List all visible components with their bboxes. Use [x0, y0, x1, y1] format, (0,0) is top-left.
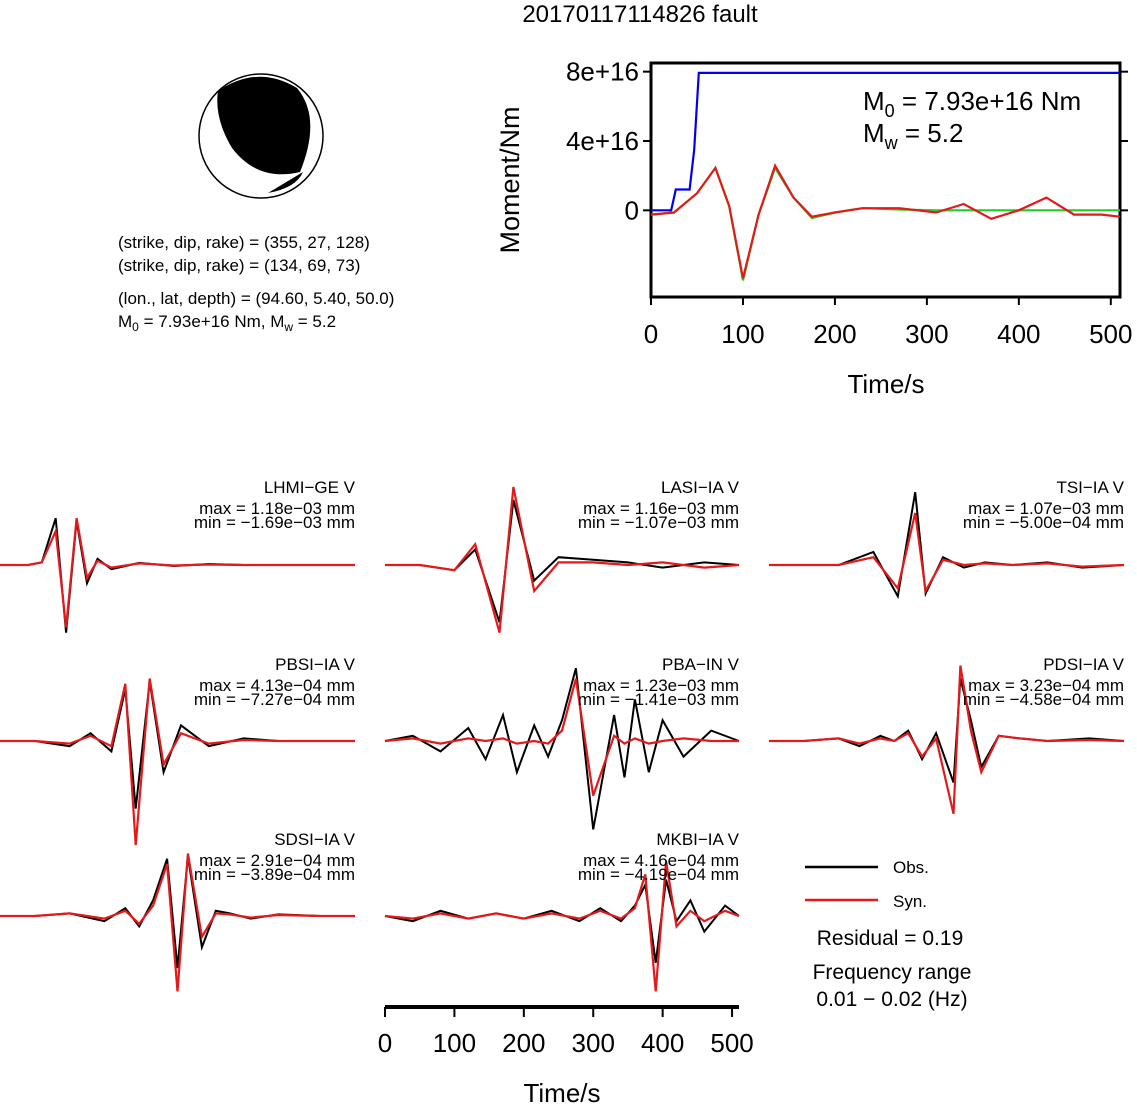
- synthetic-trace: [385, 486, 740, 633]
- moment-rate-red-line: [650, 163, 1121, 279]
- waveform-x-axis: 0 100 200 300 400 500: [378, 1005, 754, 1058]
- moment-x-axis-label: Time/s: [847, 369, 924, 399]
- frequency-range-label: Frequency range: [813, 961, 972, 984]
- moment-y-axis: 0 4e+16 8e+16: [566, 57, 1128, 225]
- moment-x-tick-label: 0: [644, 319, 658, 349]
- moment-x-tick-label: 300: [905, 319, 948, 349]
- moment-x-tick-label: 200: [813, 319, 856, 349]
- station-min: min = −4.19e−04 mm: [578, 865, 739, 884]
- nodal-plane-2: (strike, dip, rake) = (134, 69, 73): [118, 256, 360, 275]
- figure-title: 20170117114826 fault: [522, 1, 758, 28]
- station-max: max = 4.13e−04 mm: [199, 676, 355, 695]
- nodal-plane-1: (strike, dip, rake) = (355, 27, 128): [118, 233, 370, 252]
- legend-obs-label: Obs.: [893, 858, 929, 877]
- station-name: SDSI−IA V: [274, 830, 355, 849]
- legend-syn-label: Syn.: [893, 892, 927, 911]
- moment-y-tick-label: 4e+16: [566, 126, 639, 156]
- station-min: min = −3.89e−04 mm: [194, 865, 355, 884]
- station-min: min = −1.41e−03 mm: [578, 690, 739, 709]
- station-min: min = −7.27e−04 mm: [194, 690, 355, 709]
- residual-value: Residual = 0.19: [817, 927, 964, 950]
- station-min: min = −4.58e−04 mm: [963, 690, 1124, 709]
- station-max: max = 4.16e−04 mm: [583, 851, 739, 870]
- moment-mw-annotation: Mw = 5.2: [863, 118, 963, 153]
- synthetic-trace: [769, 665, 1125, 815]
- station-name: PBA−IN V: [662, 655, 740, 674]
- station-min: min = −1.69e−03 mm: [194, 513, 355, 532]
- station-name: PBSI−IA V: [275, 655, 356, 674]
- moment-plot: 0 4e+16 8e+16 0 100 200 300 400 500 Moment/Nm T…: [495, 57, 1132, 399]
- station-min: min = −5.00e−04 mm: [963, 513, 1124, 532]
- beachball-compressional-sliver: [268, 172, 303, 193]
- moment-plot-frame: [649, 61, 1122, 299]
- station-min: min = −1.07e−03 mm: [578, 513, 739, 532]
- frequency-range-value: 0.01 − 0.02 (Hz): [816, 988, 967, 1011]
- station-max: max = 1.18e−03 mm: [199, 499, 355, 518]
- observed-trace: [384, 667, 740, 830]
- synthetic-trace: [0, 853, 355, 992]
- station-max: max = 1.07e−03 mm: [968, 499, 1124, 518]
- legend: Obs. Syn. Residual = 0.19 Frequency rang…: [805, 858, 971, 1011]
- moment-y-axis-label: Moment/Nm: [495, 106, 525, 253]
- station-max: max = 1.16e−03 mm: [583, 499, 739, 518]
- station-max: max = 3.23e−04 mm: [968, 676, 1124, 695]
- mechanism-info: (strike, dip, rake) = (355, 27, 128) (st…: [118, 233, 394, 334]
- synthetic-trace: [0, 678, 355, 846]
- waveform-x-tick-label: 100: [433, 1028, 476, 1058]
- moment-x-tick-label: 500: [1089, 319, 1132, 349]
- synthetic-trace: [384, 861, 740, 992]
- synthetic-trace: [769, 512, 1125, 595]
- station-name: TSI−IA V: [1056, 478, 1124, 497]
- station-name: MKBI−IA V: [656, 830, 739, 849]
- waveform-x-tick-label: 300: [572, 1028, 615, 1058]
- beachball-compressional-lobe: [217, 76, 311, 175]
- moment-x-axis: 0 100 200 300 400 500: [644, 297, 1132, 349]
- synthetic-trace: [0, 518, 355, 628]
- station-max: max = 2.91e−04 mm: [199, 851, 355, 870]
- moment-cumulative-line: [651, 71, 1120, 212]
- synthetic-trace: [384, 678, 739, 796]
- waveform-x-tick-label: 200: [502, 1028, 545, 1058]
- waveform-x-tick-label: 500: [710, 1028, 753, 1058]
- station-name: PDSI−IA V: [1043, 655, 1124, 674]
- focal-mechanism-beachball: [198, 73, 324, 199]
- moment-y-tick-label: 8e+16: [566, 57, 639, 87]
- moment-x-tick-label: 400: [997, 319, 1040, 349]
- moment-m0-annotation: M0 = 7.93e+16 Nm: [863, 86, 1081, 121]
- moment-series: [650, 71, 1121, 281]
- moment-x-tick-label: 100: [721, 319, 764, 349]
- station-name: LASI−IA V: [661, 478, 740, 497]
- magnitude-summary: M0 = 7.93e+16 Nm, Mw = 5.2: [118, 312, 336, 334]
- hypocenter-location: (lon., lat, depth) = (94.60, 5.40, 50.0): [118, 289, 394, 308]
- observed-trace: [384, 879, 740, 963]
- station-name: LHMI−GE V: [264, 478, 356, 497]
- station-max: max = 1.23e−03 mm: [583, 676, 739, 695]
- waveform-x-tick-label: 0: [378, 1028, 392, 1058]
- waveform-x-axis-label: Time/s: [523, 1078, 600, 1104]
- waveform-x-tick-label: 400: [641, 1028, 684, 1058]
- moment-y-tick-label: 0: [625, 195, 639, 225]
